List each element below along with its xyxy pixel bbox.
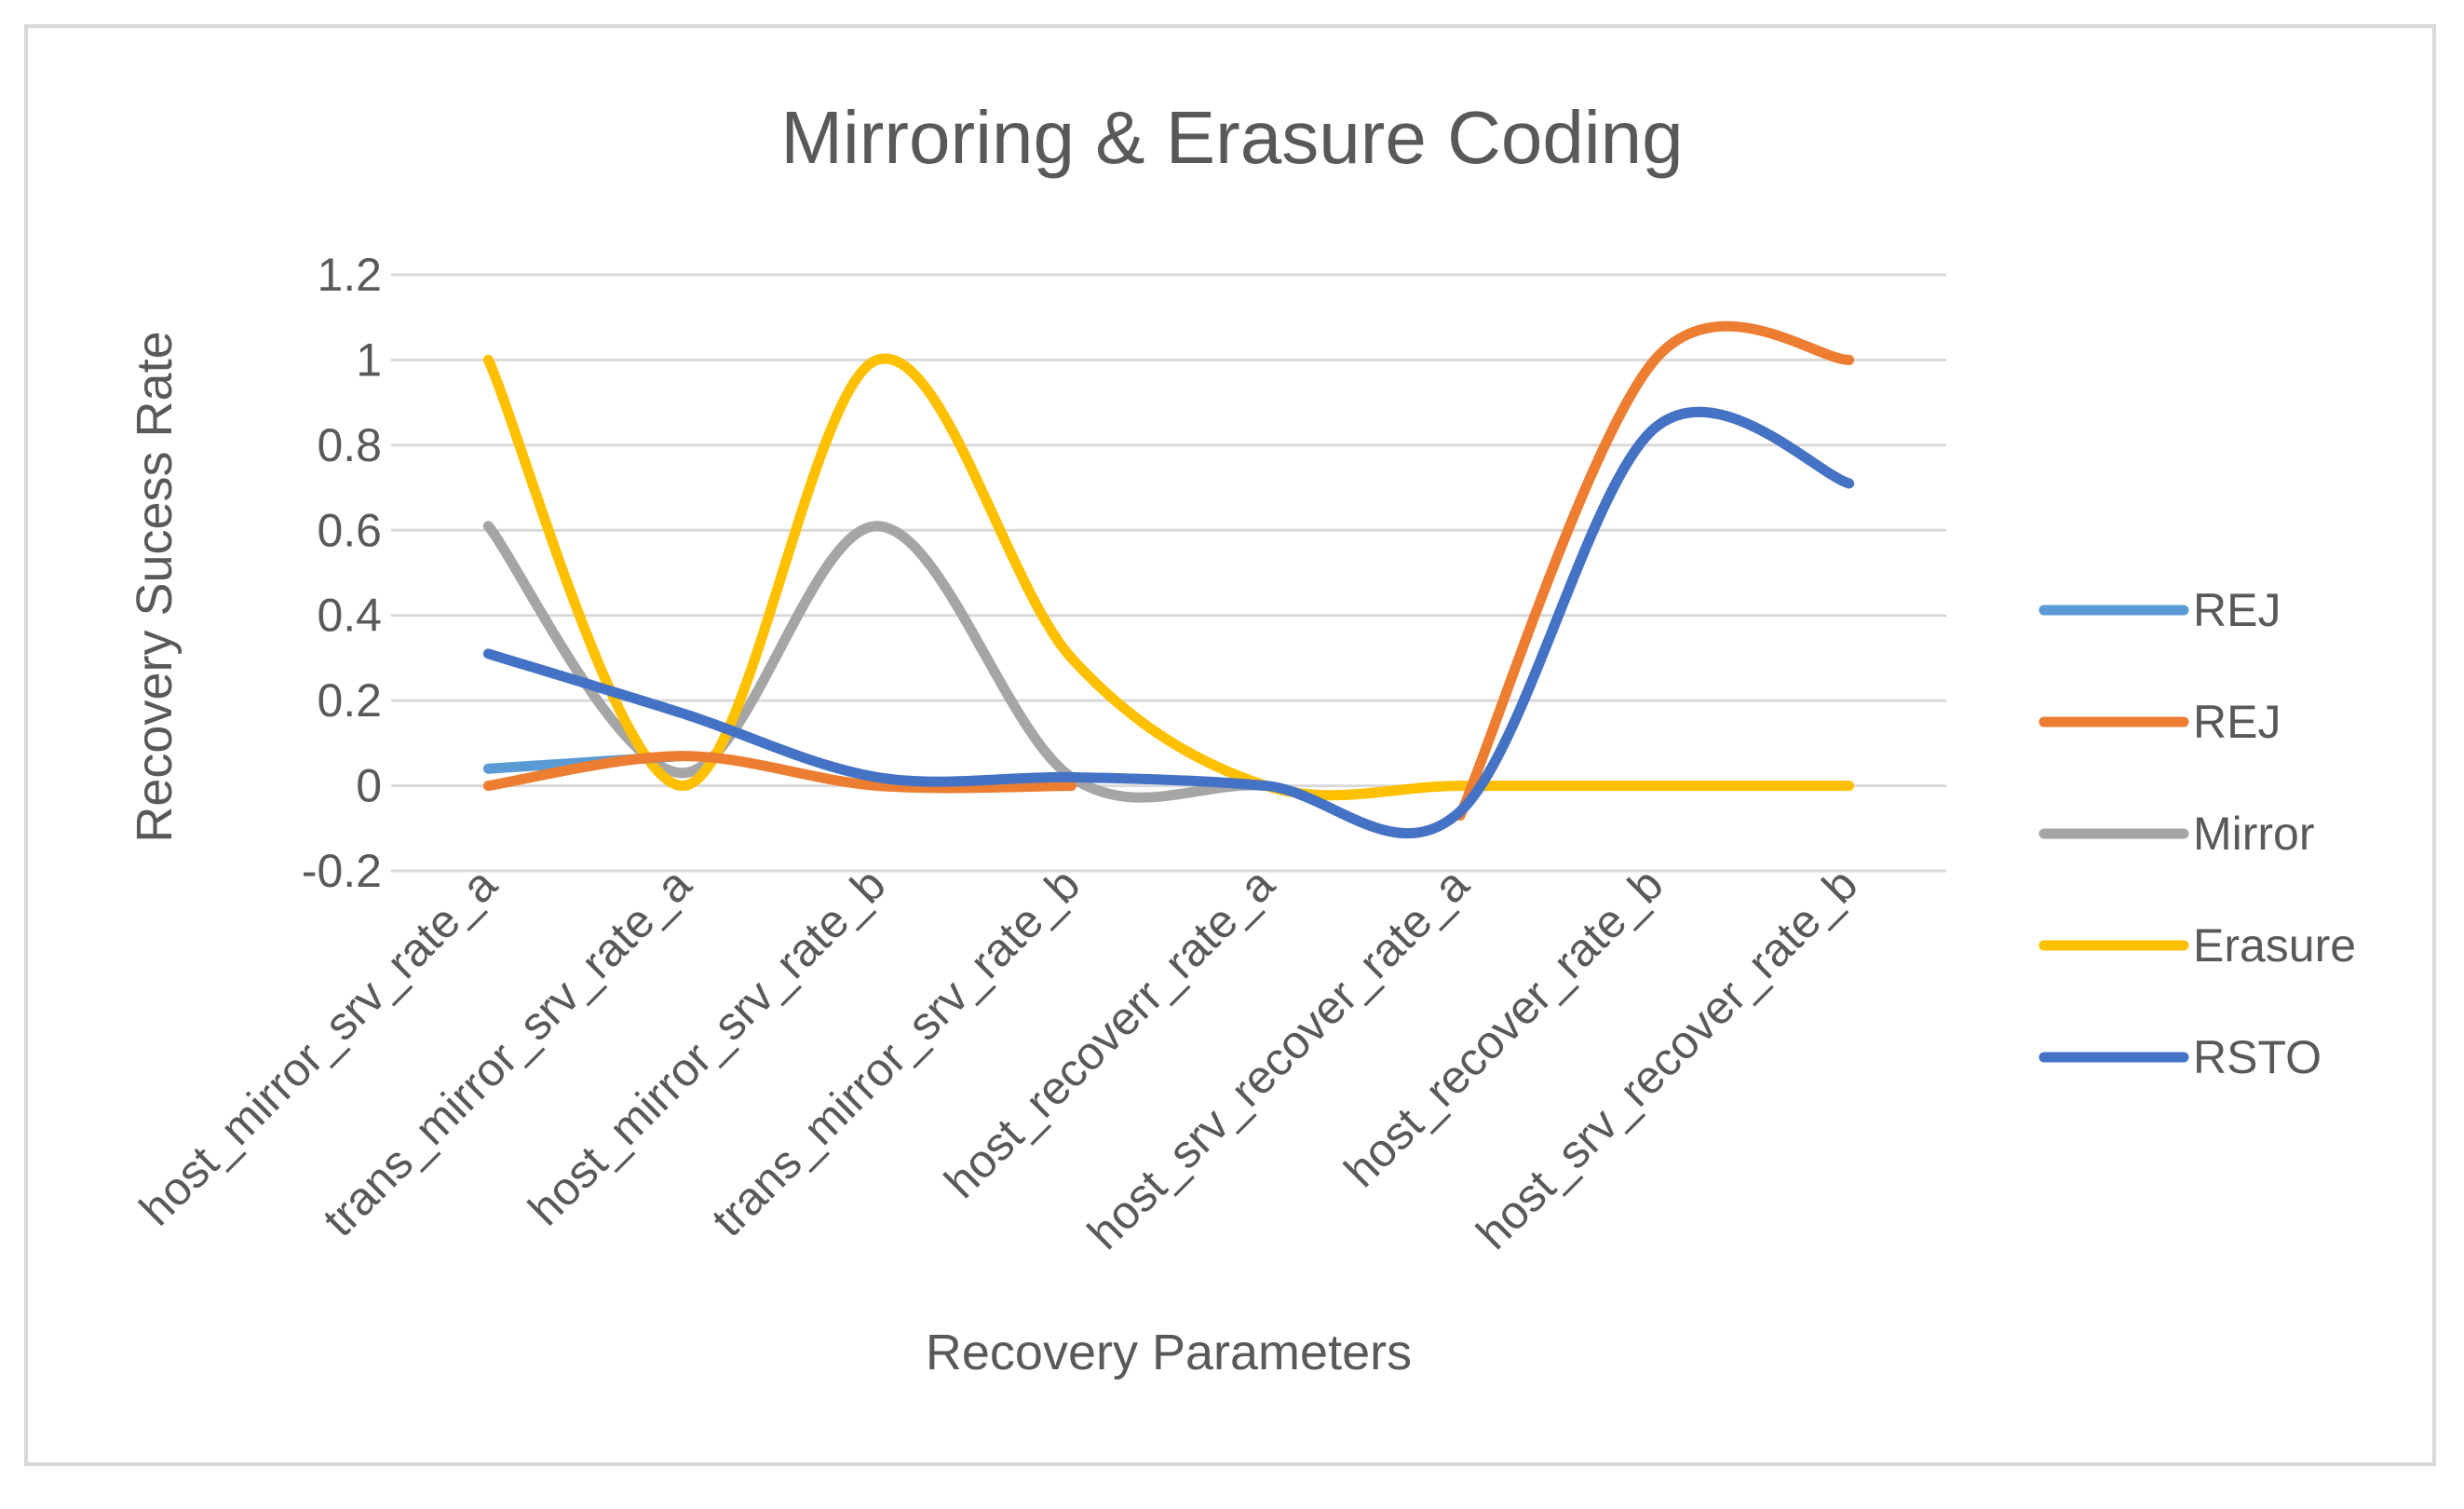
y-tick-label: 0.8 (317, 419, 382, 471)
series-line-rej (1455, 320, 1855, 822)
y-tick-label: 0 (356, 760, 382, 812)
y-axis-ticks: -0.2 0 0.2 0.4 0.6 0.8 1 1.2 (302, 249, 382, 897)
legend-label: REJ (2193, 584, 2281, 636)
x-tick-label: host_mirror_srv_rate_b (519, 858, 896, 1235)
x-axis-ticks: host_mirror_srv_rate_atrans_mirror_srv_r… (129, 858, 1867, 1259)
y-tick-label: 1 (356, 333, 382, 386)
y-tick-label: 0.6 (317, 504, 382, 556)
y-tick-label: 0.2 (317, 674, 382, 727)
x-tick-label: trans_mirror_srv_rate_b (702, 858, 1090, 1246)
x-tick-label: trans_mirror_srv_rate_a (313, 858, 701, 1246)
x-tick-label: host_srv_recover_rate_a (1077, 858, 1479, 1259)
series-line-erasure (482, 353, 1855, 801)
y-tick-label: 1.2 (317, 249, 382, 301)
x-tick-label: host_recoverr_rate_a (934, 858, 1284, 1208)
y-tick-label: -0.2 (302, 845, 382, 897)
x-tick-label: host_recover_rate_b (1334, 858, 1673, 1197)
chart-title: Mirroring & Erasure Coding (780, 96, 1683, 179)
x-tick-label: host_mirror_srv_rate_a (129, 858, 507, 1235)
series-line-mirror (482, 406, 1855, 839)
chart-frame (24, 24, 2436, 1466)
x-axis-title: Recovery Parameters (926, 1325, 1412, 1380)
legend-label: Erasure (2193, 919, 2356, 972)
legend-label: RSTO (2193, 1031, 2322, 1083)
legend-label: Mirror (2193, 808, 2315, 860)
series-line-rej (482, 751, 1077, 794)
x-tick-label: host_srv_recover_rate_b (1467, 858, 1868, 1259)
series-line-rsto (482, 406, 1855, 839)
legend-label: REJ (2193, 696, 2281, 748)
y-axis-title: Recovery Sucess Rate (127, 331, 183, 842)
legend: REJ REJ Mirror Erasure RSTO (2038, 584, 2356, 1083)
series-lines (482, 320, 1855, 839)
y-tick-label: 0.4 (317, 590, 382, 642)
